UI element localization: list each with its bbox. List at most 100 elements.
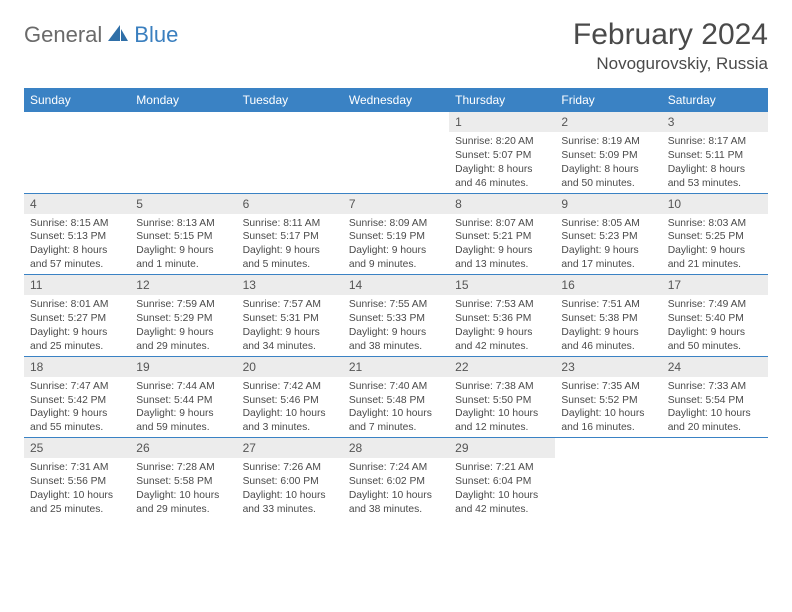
day-cell: 4Sunrise: 8:15 AMSunset: 5:13 PMDaylight… [24,194,130,275]
day-detail-line: Sunrise: 7:35 AM [561,380,655,394]
day-cell: 21Sunrise: 7:40 AMSunset: 5:48 PMDayligh… [343,357,449,438]
day-detail-line: Daylight: 10 hours [30,489,124,503]
day-detail-line: and 29 minutes. [136,340,230,354]
day-detail-line: and 33 minutes. [243,503,337,517]
day-details: Sunrise: 7:53 AMSunset: 5:36 PMDaylight:… [449,295,555,356]
day-detail-line: Sunset: 6:04 PM [455,475,549,489]
day-number: 13 [237,275,343,295]
day-details: Sunrise: 7:40 AMSunset: 5:48 PMDaylight:… [343,377,449,438]
day-detail-line: Daylight: 10 hours [243,407,337,421]
day-cell [130,112,236,193]
day-detail-line: Sunrise: 7:49 AM [668,298,762,312]
day-detail-line: Sunset: 5:21 PM [455,230,549,244]
day-cell: 1Sunrise: 8:20 AMSunset: 5:07 PMDaylight… [449,112,555,193]
day-number: 14 [343,275,449,295]
day-detail-line: Daylight: 9 hours [455,244,549,258]
day-number: 15 [449,275,555,295]
day-detail-line: Sunrise: 8:05 AM [561,217,655,231]
day-details: Sunrise: 8:11 AMSunset: 5:17 PMDaylight:… [237,214,343,275]
day-detail-line: Daylight: 8 hours [561,163,655,177]
day-detail-line: Sunset: 5:48 PM [349,394,443,408]
day-detail-line: Sunset: 5:56 PM [30,475,124,489]
day-detail-line: and 21 minutes. [668,258,762,272]
day-details: Sunrise: 7:51 AMSunset: 5:38 PMDaylight:… [555,295,661,356]
day-number: 11 [24,275,130,295]
day-detail-line: Daylight: 9 hours [349,326,443,340]
day-cell: 22Sunrise: 7:38 AMSunset: 5:50 PMDayligh… [449,357,555,438]
day-detail-line: and 7 minutes. [349,421,443,435]
day-number: 3 [662,112,768,132]
day-cell: 23Sunrise: 7:35 AMSunset: 5:52 PMDayligh… [555,357,661,438]
weekday-header: Monday [130,88,236,112]
day-detail-line: and 50 minutes. [668,340,762,354]
day-detail-line: Sunrise: 7:59 AM [136,298,230,312]
day-number: 28 [343,438,449,458]
weekday-header: Wednesday [343,88,449,112]
day-details: Sunrise: 7:55 AMSunset: 5:33 PMDaylight:… [343,295,449,356]
day-detail-line: and 25 minutes. [30,340,124,354]
weekday-header: Friday [555,88,661,112]
day-detail-line: Sunset: 5:44 PM [136,394,230,408]
title-block: February 2024 Novogurovskiy, Russia [573,18,768,74]
week-row: 25Sunrise: 7:31 AMSunset: 5:56 PMDayligh… [24,438,768,519]
day-detail-line: Sunset: 5:38 PM [561,312,655,326]
day-detail-line: and 13 minutes. [455,258,549,272]
day-details: Sunrise: 7:31 AMSunset: 5:56 PMDaylight:… [24,458,130,519]
day-detail-line: and 3 minutes. [243,421,337,435]
day-detail-line: Daylight: 8 hours [455,163,549,177]
day-number: 25 [24,438,130,458]
day-cell: 13Sunrise: 7:57 AMSunset: 5:31 PMDayligh… [237,275,343,356]
day-detail-line: Daylight: 10 hours [349,489,443,503]
day-detail-line: Sunrise: 7:47 AM [30,380,124,394]
day-detail-line: Sunset: 5:54 PM [668,394,762,408]
day-cell: 11Sunrise: 8:01 AMSunset: 5:27 PMDayligh… [24,275,130,356]
day-number: 17 [662,275,768,295]
day-detail-line: Sunrise: 8:07 AM [455,217,549,231]
day-detail-line: Sunrise: 7:26 AM [243,461,337,475]
day-detail-line: Daylight: 10 hours [561,407,655,421]
day-detail-line: Sunset: 5:52 PM [561,394,655,408]
day-cell [24,112,130,193]
day-detail-line: Sunrise: 8:15 AM [30,217,124,231]
day-detail-line: Sunrise: 7:51 AM [561,298,655,312]
day-number: 20 [237,357,343,377]
day-detail-line: and 46 minutes. [561,340,655,354]
day-detail-line: Daylight: 10 hours [136,489,230,503]
weekday-header: Saturday [662,88,768,112]
day-details: Sunrise: 8:01 AMSunset: 5:27 PMDaylight:… [24,295,130,356]
day-detail-line: and 34 minutes. [243,340,337,354]
day-details: Sunrise: 7:35 AMSunset: 5:52 PMDaylight:… [555,377,661,438]
day-detail-line: Sunset: 5:11 PM [668,149,762,163]
day-detail-line: Sunset: 6:02 PM [349,475,443,489]
day-cell [343,112,449,193]
day-detail-line: Sunset: 5:13 PM [30,230,124,244]
calendar: Sunday Monday Tuesday Wednesday Thursday… [24,88,768,519]
day-details: Sunrise: 7:47 AMSunset: 5:42 PMDaylight:… [24,377,130,438]
day-cell [555,438,661,519]
day-details: Sunrise: 7:24 AMSunset: 6:02 PMDaylight:… [343,458,449,519]
day-detail-line: and 57 minutes. [30,258,124,272]
day-details: Sunrise: 7:59 AMSunset: 5:29 PMDaylight:… [130,295,236,356]
day-number: 10 [662,194,768,214]
day-cell [662,438,768,519]
day-detail-line: Sunrise: 7:55 AM [349,298,443,312]
day-detail-line: Daylight: 8 hours [30,244,124,258]
day-detail-line: Sunset: 5:42 PM [30,394,124,408]
day-detail-line: Sunset: 5:07 PM [455,149,549,163]
day-cell: 20Sunrise: 7:42 AMSunset: 5:46 PMDayligh… [237,357,343,438]
day-detail-line: Daylight: 9 hours [668,244,762,258]
day-cell: 26Sunrise: 7:28 AMSunset: 5:58 PMDayligh… [130,438,236,519]
day-details: Sunrise: 8:15 AMSunset: 5:13 PMDaylight:… [24,214,130,275]
brand-blue: Blue [134,22,178,48]
day-number: 1 [449,112,555,132]
day-number: 8 [449,194,555,214]
week-row: 1Sunrise: 8:20 AMSunset: 5:07 PMDaylight… [24,112,768,194]
day-cell: 19Sunrise: 7:44 AMSunset: 5:44 PMDayligh… [130,357,236,438]
day-details: Sunrise: 8:19 AMSunset: 5:09 PMDaylight:… [555,132,661,193]
day-detail-line: Daylight: 8 hours [668,163,762,177]
day-number: 26 [130,438,236,458]
day-cell: 14Sunrise: 7:55 AMSunset: 5:33 PMDayligh… [343,275,449,356]
day-number: 22 [449,357,555,377]
day-detail-line: Sunrise: 8:01 AM [30,298,124,312]
day-number: 23 [555,357,661,377]
